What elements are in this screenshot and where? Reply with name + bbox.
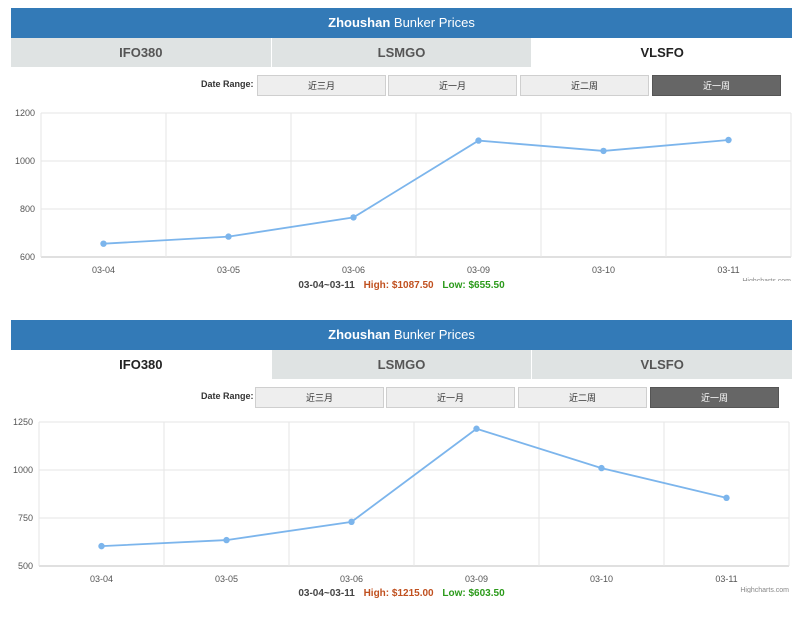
data-point[interactable]	[350, 214, 357, 221]
tab-vlsfo[interactable]: VLSFO	[532, 38, 793, 67]
data-point[interactable]	[600, 147, 607, 155]
date-range-label: Date Range:	[201, 79, 254, 89]
range-3-months-button[interactable]: 近三月	[257, 75, 386, 96]
series-line	[103, 139, 729, 245]
data-point[interactable]	[475, 137, 482, 144]
x-tick-label: 03-04	[92, 265, 115, 275]
y-tick-label: 600	[20, 252, 35, 262]
summary-low: Low: $655.50	[442, 280, 505, 291]
data-point[interactable]	[98, 542, 105, 550]
data-point[interactable]	[348, 518, 355, 526]
y-tick-label: 1000	[15, 156, 35, 166]
bunker-panel-1: Zhoushan Bunker Prices IFO380 LSMGO VLSF…	[11, 8, 793, 291]
range-2-weeks-button[interactable]: 近二周	[518, 387, 647, 408]
x-tick-label: 03-11	[715, 574, 737, 584]
y-tick-label: 1000	[13, 465, 33, 475]
panel-title: Zhoushan Bunker Prices	[11, 320, 792, 350]
tab-lsmgo[interactable]: LSMGO	[271, 350, 533, 379]
range-1-month-button[interactable]: 近一月	[386, 387, 515, 408]
data-point[interactable]	[100, 240, 107, 247]
data-point[interactable]	[725, 136, 732, 144]
price-chart-1: 600 800 1000 1200 03-04 03-05 03-06 03-09 03-10 0…	[15, 108, 792, 281]
price-chart-2: 500 750 1000 1250 03-04 03-05 03-06 03-09 03-10 0…	[13, 417, 790, 593]
series-line	[101, 427, 727, 548]
tab-ifo380[interactable]: IFO380	[11, 38, 272, 67]
bunker-panel-2: Zhoushan Bunker Prices IFO380 LSMGO VLSF…	[11, 320, 793, 599]
highcharts-credits[interactable]: Highcharts.com	[742, 278, 791, 281]
y-tick-label: 1200	[15, 108, 35, 118]
x-tick-label: 03-10	[590, 574, 613, 584]
price-summary: 03-04~03-11 High: $1087.50 Low: $655.50	[11, 280, 792, 291]
tab-lsmgo[interactable]: LSMGO	[271, 38, 533, 67]
x-tick-label: 03-09	[465, 574, 488, 584]
y-tick-label: 800	[20, 204, 35, 214]
range-1-week-button[interactable]: 近一周	[650, 387, 779, 408]
x-tick-label: 03-06	[340, 574, 363, 584]
tab-vlsfo[interactable]: VLSFO	[532, 350, 793, 379]
range-1-week-button[interactable]: 近一周	[652, 75, 781, 96]
date-range-label: Date Range:	[201, 391, 254, 401]
panel-title: Zhoushan Bunker Prices	[11, 8, 792, 38]
y-tick-label: 750	[18, 513, 33, 523]
summary-low: Low: $603.50	[442, 588, 505, 599]
tab-ifo380[interactable]: IFO380	[11, 350, 272, 379]
title-port: Zhoushan	[328, 327, 391, 342]
title-text: Bunker Prices	[393, 327, 475, 342]
data-point[interactable]	[723, 494, 730, 502]
x-tick-label: 03-05	[217, 265, 240, 275]
range-2-weeks-button[interactable]: 近二周	[520, 75, 649, 96]
data-point[interactable]	[225, 233, 232, 240]
fuel-tabs: IFO380 LSMGO VLSFO	[11, 38, 793, 67]
y-tick-label: 1250	[13, 417, 33, 427]
data-point[interactable]	[473, 425, 480, 432]
x-tick-label: 03-11	[717, 265, 739, 275]
x-tick-label: 03-05	[215, 574, 238, 584]
title-port: Zhoushan	[328, 15, 391, 30]
x-tick-label: 03-09	[467, 265, 490, 275]
date-range-row: Date Range: 近三月 近一月 近二周 近一周	[11, 379, 792, 413]
y-tick-label: 500	[18, 561, 33, 571]
range-3-months-button[interactable]: 近三月	[255, 387, 384, 408]
date-range-row: Date Range: 近三月 近一月 近二周 近一周	[11, 67, 792, 101]
data-point[interactable]	[223, 536, 230, 544]
price-summary: 03-04~03-11 High: $1215.00 Low: $603.50	[11, 588, 792, 599]
highcharts-credits[interactable]: Highcharts.com	[740, 587, 789, 593]
x-tick-label: 03-06	[342, 265, 365, 275]
summary-high: High: $1215.00	[363, 588, 434, 599]
summary-period: 03-04~03-11	[298, 280, 355, 291]
summary-period: 03-04~03-11	[298, 588, 355, 599]
x-tick-label: 03-10	[592, 265, 615, 275]
data-point[interactable]	[598, 464, 605, 472]
summary-high: High: $1087.50	[363, 280, 434, 291]
range-1-month-button[interactable]: 近一月	[388, 75, 517, 96]
x-tick-label: 03-04	[90, 574, 113, 584]
fuel-tabs: IFO380 LSMGO VLSFO	[11, 350, 793, 379]
title-text: Bunker Prices	[393, 15, 475, 30]
